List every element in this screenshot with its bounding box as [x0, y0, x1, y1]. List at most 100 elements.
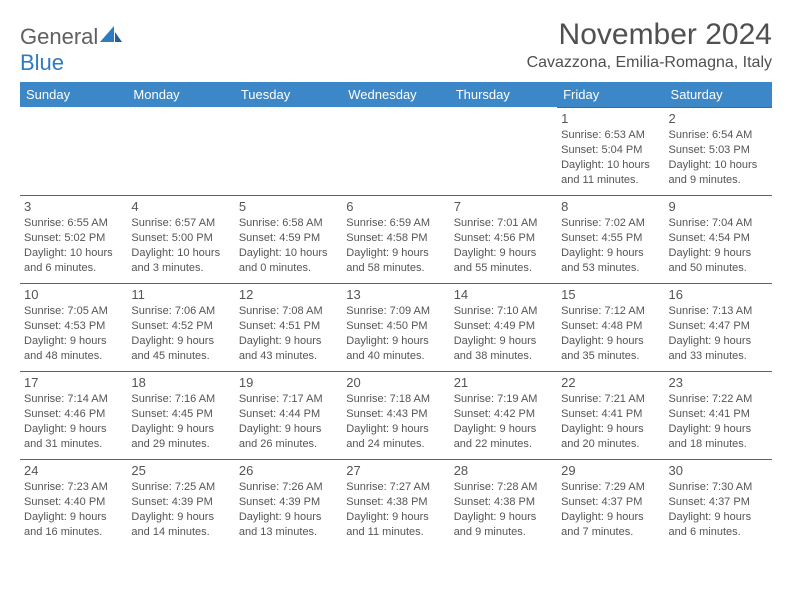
sunrise-text: Sunrise: 7:16 AM — [131, 392, 230, 407]
sunset-text: Sunset: 4:39 PM — [131, 495, 230, 510]
day-number: 29 — [561, 463, 660, 478]
sunrise-text: Sunrise: 6:58 AM — [239, 216, 338, 231]
daylight-text: Daylight: 9 hours and 31 minutes. — [24, 422, 123, 452]
sunrise-text: Sunrise: 7:29 AM — [561, 480, 660, 495]
day-info: Sunrise: 7:02 AMSunset: 4:55 PMDaylight:… — [561, 216, 660, 275]
sunset-text: Sunset: 4:37 PM — [561, 495, 660, 510]
day-info: Sunrise: 7:08 AMSunset: 4:51 PMDaylight:… — [239, 304, 338, 363]
daylight-text: Daylight: 10 hours and 11 minutes. — [561, 158, 660, 188]
day-cell — [342, 107, 449, 195]
day-number: 13 — [346, 287, 445, 302]
sunset-text: Sunset: 5:00 PM — [131, 231, 230, 246]
day-cell: 8Sunrise: 7:02 AMSunset: 4:55 PMDaylight… — [557, 195, 664, 283]
sunrise-text: Sunrise: 7:09 AM — [346, 304, 445, 319]
day-cell: 10Sunrise: 7:05 AMSunset: 4:53 PMDayligh… — [20, 283, 127, 371]
day-number: 14 — [454, 287, 553, 302]
day-cell: 23Sunrise: 7:22 AMSunset: 4:41 PMDayligh… — [665, 371, 772, 459]
day-number: 22 — [561, 375, 660, 390]
daylight-text: Daylight: 10 hours and 3 minutes. — [131, 246, 230, 276]
day-number: 27 — [346, 463, 445, 478]
day-info: Sunrise: 6:55 AMSunset: 5:02 PMDaylight:… — [24, 216, 123, 275]
day-number: 24 — [24, 463, 123, 478]
daylight-text: Daylight: 9 hours and 9 minutes. — [454, 510, 553, 540]
title-block: November 2024 Cavazzona, Emilia-Romagna,… — [527, 18, 772, 76]
day-number: 28 — [454, 463, 553, 478]
header: General Blue November 2024 Cavazzona, Em… — [20, 18, 772, 76]
day-cell: 13Sunrise: 7:09 AMSunset: 4:50 PMDayligh… — [342, 283, 449, 371]
week-row: 3Sunrise: 6:55 AMSunset: 5:02 PMDaylight… — [20, 195, 772, 283]
dayhead-sat: Saturday — [665, 82, 772, 107]
day-info: Sunrise: 7:25 AMSunset: 4:39 PMDaylight:… — [131, 480, 230, 539]
sunrise-text: Sunrise: 7:12 AM — [561, 304, 660, 319]
week-row: 1 Sunrise: 6:53 AMSunset: 5:04 PMDaylight… — [20, 107, 772, 195]
daylight-text: Daylight: 9 hours and 35 minutes. — [561, 334, 660, 364]
day-cell: 14Sunrise: 7:10 AMSunset: 4:49 PMDayligh… — [450, 283, 557, 371]
daylight-text: Daylight: 9 hours and 29 minutes. — [131, 422, 230, 452]
sunrise-text: Sunrise: 7:19 AM — [454, 392, 553, 407]
sunrise-text: Sunrise: 7:04 AM — [669, 216, 768, 231]
sunrise-text: Sunrise: 6:55 AM — [24, 216, 123, 231]
day-cell: 30Sunrise: 7:30 AMSunset: 4:37 PMDayligh… — [665, 459, 772, 547]
day-number: 23 — [669, 375, 768, 390]
day-info: Sunrise: 7:06 AMSunset: 4:52 PMDaylight:… — [131, 304, 230, 363]
day-cell: 15 Sunrise: 7:12 AMSunset: 4:48 PMDayligh… — [557, 283, 664, 371]
sunrise-text: Sunrise: 6:57 AM — [131, 216, 230, 231]
week-row: 24Sunrise: 7:23 AMSunset: 4:40 PMDayligh… — [20, 459, 772, 547]
sunset-text: Sunset: 5:02 PM — [24, 231, 123, 246]
day-number: 30 — [669, 463, 768, 478]
day-number: 17 — [24, 375, 123, 390]
sail-icon — [100, 26, 122, 44]
day-cell — [20, 107, 127, 195]
sunset-text: Sunset: 4:58 PM — [346, 231, 445, 246]
day-header-row: Sunday Monday Tuesday Wednesday Thursday… — [20, 82, 772, 107]
sunset-text: Sunset: 4:55 PM — [561, 231, 660, 246]
day-cell: 7Sunrise: 7:01 AMSunset: 4:56 PMDaylight… — [450, 195, 557, 283]
dayhead-mon: Monday — [127, 82, 234, 107]
day-info: Sunrise: 7:05 AMSunset: 4:53 PMDaylight:… — [24, 304, 123, 363]
sunset-text: Sunset: 4:52 PM — [131, 319, 230, 334]
day-cell — [235, 107, 342, 195]
brand-name-b: Blue — [20, 50, 64, 75]
sunset-text: Sunset: 4:42 PM — [454, 407, 553, 422]
daylight-text: Daylight: 9 hours and 16 minutes. — [24, 510, 123, 540]
day-number: 5 — [239, 199, 338, 214]
brand-logo: General Blue — [20, 18, 122, 76]
brand-name: General Blue — [20, 24, 122, 76]
sunset-text: Sunset: 4:40 PM — [24, 495, 123, 510]
sunset-text: Sunset: 4:44 PM — [239, 407, 338, 422]
daylight-text: Daylight: 9 hours and 33 minutes. — [669, 334, 768, 364]
sunrise-text: Sunrise: 6:59 AM — [346, 216, 445, 231]
daylight-text: Daylight: 9 hours and 6 minutes. — [669, 510, 768, 540]
day-number: 1 — [561, 111, 660, 126]
sunrise-text: Sunrise: 7:23 AM — [24, 480, 123, 495]
day-number: 26 — [239, 463, 338, 478]
day-cell: 24 Sunrise: 7:23 AMSunset: 4:40 PMDayligh… — [20, 459, 127, 547]
day-info: Sunrise: 6:59 AMSunset: 4:58 PMDaylight:… — [346, 216, 445, 275]
day-info: Sunrise: 7:21 AMSunset: 4:41 PMDaylight:… — [561, 392, 660, 451]
day-cell: 16Sunrise: 7:13 AMSunset: 4:47 PMDayligh… — [665, 283, 772, 371]
sunset-text: Sunset: 4:50 PM — [346, 319, 445, 334]
daylight-text: Daylight: 9 hours and 45 minutes. — [131, 334, 230, 364]
sunrise-text: Sunrise: 7:17 AM — [239, 392, 338, 407]
sunrise-text: Sunrise: 7:13 AM — [669, 304, 768, 319]
sunrise-text: Sunrise: 7:08 AM — [239, 304, 338, 319]
sunset-text: Sunset: 4:51 PM — [239, 319, 338, 334]
sunset-text: Sunset: 4:47 PM — [669, 319, 768, 334]
sunrise-text: Sunrise: 6:53 AM — [561, 128, 660, 143]
calendar-body: 1Sunrise: 6:53 AMSunset: 5:04 PMDaylight… — [20, 107, 772, 547]
sunset-text: Sunset: 5:04 PM — [561, 143, 660, 158]
day-info: Sunrise: 7:23 AMSunset: 4:40 PMDaylight:… — [24, 480, 123, 539]
sunrise-text: Sunrise: 7:25 AM — [131, 480, 230, 495]
sunset-text: Sunset: 4:48 PM — [561, 319, 660, 334]
day-number: 15 — [561, 287, 660, 302]
day-cell: 21Sunrise: 7:19 AMSunset: 4:42 PMDayligh… — [450, 371, 557, 459]
daylight-text: Daylight: 9 hours and 50 minutes. — [669, 246, 768, 276]
sunset-text: Sunset: 4:41 PM — [669, 407, 768, 422]
day-info: Sunrise: 6:57 AMSunset: 5:00 PMDaylight:… — [131, 216, 230, 275]
day-info: Sunrise: 6:54 AMSunset: 5:03 PMDaylight:… — [669, 128, 768, 187]
daylight-text: Daylight: 10 hours and 0 minutes. — [239, 246, 338, 276]
day-cell: 5Sunrise: 6:58 AMSunset: 4:59 PMDaylight… — [235, 195, 342, 283]
day-number: 18 — [131, 375, 230, 390]
daylight-text: Daylight: 9 hours and 13 minutes. — [239, 510, 338, 540]
day-info: Sunrise: 7:01 AMSunset: 4:56 PMDaylight:… — [454, 216, 553, 275]
